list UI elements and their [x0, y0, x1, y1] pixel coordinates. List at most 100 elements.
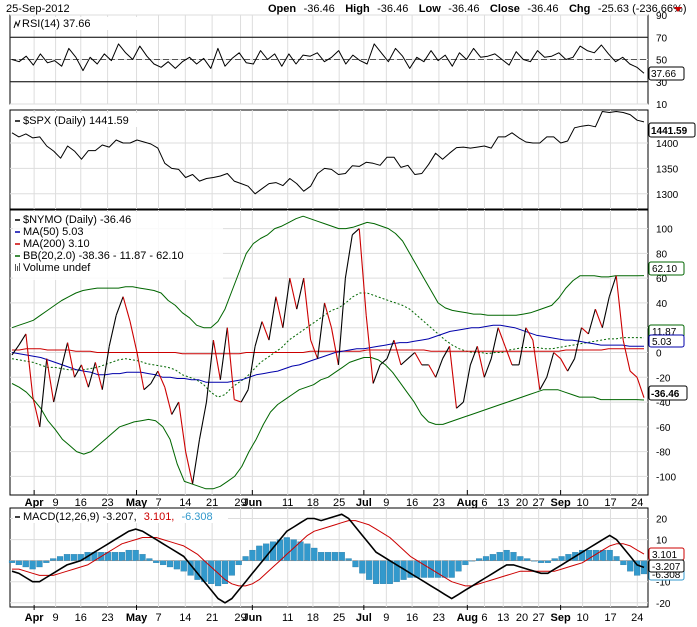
x-tick-label: 11 — [282, 497, 293, 509]
macd-histogram-bar — [304, 543, 311, 561]
x-tick-label: 29 — [234, 612, 246, 624]
signal-last-value: 3.101 — [648, 547, 685, 561]
x-tick-label: May — [126, 497, 148, 509]
header-ohlc: Open -36.46 High -36.46 Low -36.46 Close… — [268, 0, 687, 16]
nymo-segment — [594, 308, 603, 328]
macd-histogram-bar — [510, 552, 517, 561]
nymo-ytick-label: 80 — [656, 249, 668, 260]
bb-upper-last-text: 62.10 — [652, 264, 677, 275]
x-tick-label: 6 — [481, 612, 487, 624]
nymo-segment — [157, 370, 166, 388]
macd-histogram-bar — [146, 558, 153, 561]
rsi-last-value-text: 37.66 — [651, 69, 676, 80]
macd-histogram-bar — [139, 554, 146, 561]
spx-last-value: 1441.59 — [648, 122, 696, 138]
macd-histogram-bar — [537, 560, 545, 563]
macd-legend: MACD(12,26,9) -3.207, 3.101, -6.308 — [13, 510, 228, 523]
nymo-segment — [323, 302, 333, 328]
nymo-segment — [247, 346, 256, 390]
macd-histogram-bar — [311, 547, 318, 561]
nymo-segment — [553, 352, 562, 360]
nymo-segment — [198, 401, 208, 440]
macd-histogram-bar — [70, 554, 77, 561]
down-arrow-icon — [674, 7, 682, 12]
nymo-panel: 100806040200-20-40-60-80-100 $NYMO (Dail… — [9, 209, 688, 496]
macd-histogram-bar — [8, 560, 16, 563]
nymo-segment — [67, 342, 76, 378]
x-tick-label: 10 — [576, 497, 588, 509]
spx-legend: $SPX (Daily) 1441.59 — [13, 113, 153, 127]
x-tick-label: 20 — [516, 612, 528, 624]
macd-histogram-bar — [283, 537, 290, 561]
macd-histogram-bar — [482, 556, 490, 561]
nymo-segment — [587, 308, 596, 335]
nymo-segment — [150, 370, 159, 384]
rsi-legend: RSI(14) 37.66 — [13, 17, 143, 30]
nymo-segment — [101, 346, 110, 390]
nymo-segment — [379, 358, 388, 366]
nymo-last-text: -36.46 — [651, 389, 680, 400]
macd-histogram-bar — [166, 560, 174, 568]
nymo-segment — [469, 346, 478, 366]
nymo-segment — [442, 346, 451, 359]
nymo-segment — [546, 352, 555, 378]
macd-histogram-bar — [592, 549, 599, 561]
macd-histogram-bar — [366, 560, 373, 580]
nymo-segment — [428, 364, 437, 378]
macd-histogram-bar — [15, 560, 22, 566]
nymo-segment — [212, 340, 221, 380]
nymo-ytick-label: -80 — [656, 448, 671, 459]
bb-upper-last-value: 62.10 — [648, 261, 685, 276]
nymo-segment — [581, 327, 589, 335]
nymo-segment — [490, 327, 499, 359]
x-tick-label: 7 — [155, 612, 161, 624]
nymo-ytick-label: 40 — [656, 299, 668, 310]
x-tick-label: Apr — [25, 612, 45, 624]
macd-histogram-bar — [180, 560, 187, 572]
macd-histogram-bar — [324, 552, 332, 561]
spx-ytick-label: 1300 — [656, 190, 679, 201]
macd-legend-signal: 3.101, — [144, 511, 175, 523]
nymo-ytick-label: 0 — [656, 349, 662, 360]
spx-panel: 1400 1350 1300 $SPX (Daily) 1441.59 1441.5… — [9, 109, 696, 210]
nymo-segment — [108, 315, 117, 347]
macd-histogram-bar — [620, 560, 627, 566]
macd-histogram-bar — [297, 541, 304, 561]
nymo-segment — [226, 327, 235, 400]
rsi-line-icon — [13, 19, 21, 29]
volume-bars-icon — [15, 263, 20, 271]
nymo-segment — [164, 387, 173, 415]
x-tick-label: Aug — [457, 612, 478, 624]
macd-histogram-bar — [132, 549, 139, 561]
bb-mid-last-text: 11.87 — [652, 327, 677, 338]
nymo-segment — [365, 315, 374, 384]
macd-histogram-bar — [22, 560, 29, 568]
nymo-segment — [483, 358, 492, 378]
x-tick-label: 23 — [101, 612, 113, 624]
macd-histogram-bar — [524, 558, 531, 561]
spx-legend-text: $SPX (Daily) 1441.59 — [23, 115, 129, 127]
ma50-last-box — [648, 334, 685, 348]
rsi-last-value-box — [648, 66, 685, 81]
nymo-segment — [310, 339, 319, 359]
nymo-segment — [518, 327, 527, 365]
nymo-segment — [289, 278, 298, 310]
nymo-segment — [122, 296, 131, 322]
macd-last-box — [648, 559, 685, 573]
nymo-segment — [337, 278, 346, 365]
macd-histogram-bar — [606, 549, 613, 561]
macd-histogram-bar — [228, 560, 235, 576]
nymo-segment — [393, 339, 402, 366]
nymo-segment — [32, 396, 41, 427]
macd-last-text: -3.207 — [652, 562, 681, 573]
nymo-segment — [448, 346, 458, 409]
nymo-segment — [601, 296, 610, 328]
macd-histogram-bar — [489, 554, 496, 561]
nymo-segment — [261, 321, 270, 341]
macd-histogram-bar — [476, 558, 483, 561]
x-tick-label: 17 — [604, 612, 616, 624]
nymo-segment — [80, 364, 89, 388]
x-tick-label: 16 — [75, 497, 87, 509]
